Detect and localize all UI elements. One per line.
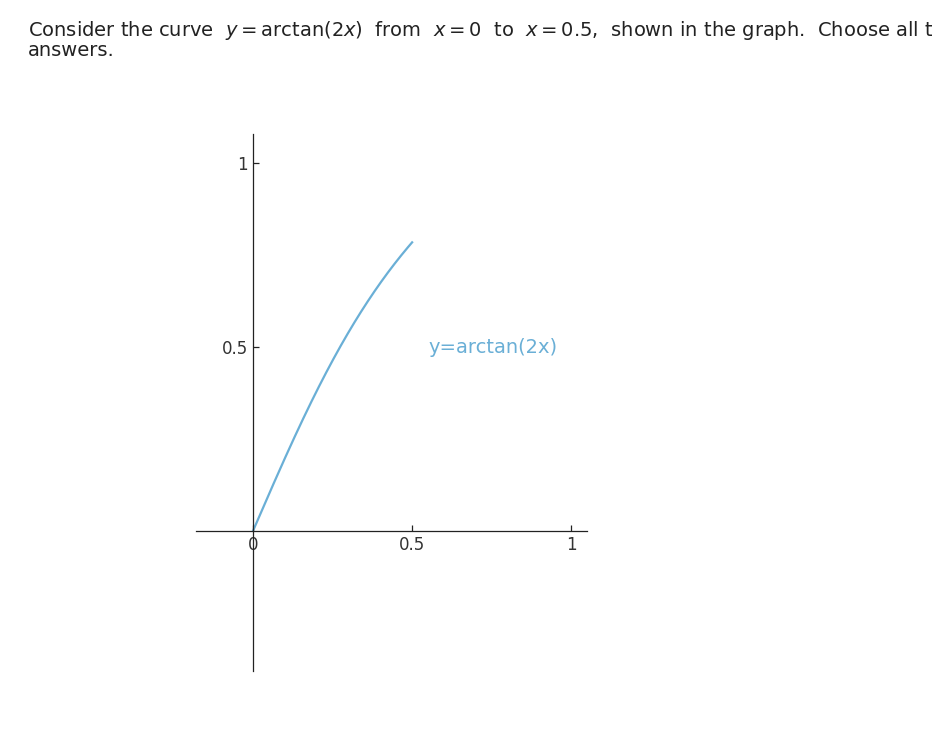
Text: Consider the curve  $y = \mathrm{arctan}(2x)$  from  $x = 0$  to  $x = 0.5$,  sh: Consider the curve $y = \mathrm{arctan}(… [28,19,932,42]
Text: answers.: answers. [28,41,115,60]
Text: y=arctan(2x): y=arctan(2x) [428,337,557,357]
